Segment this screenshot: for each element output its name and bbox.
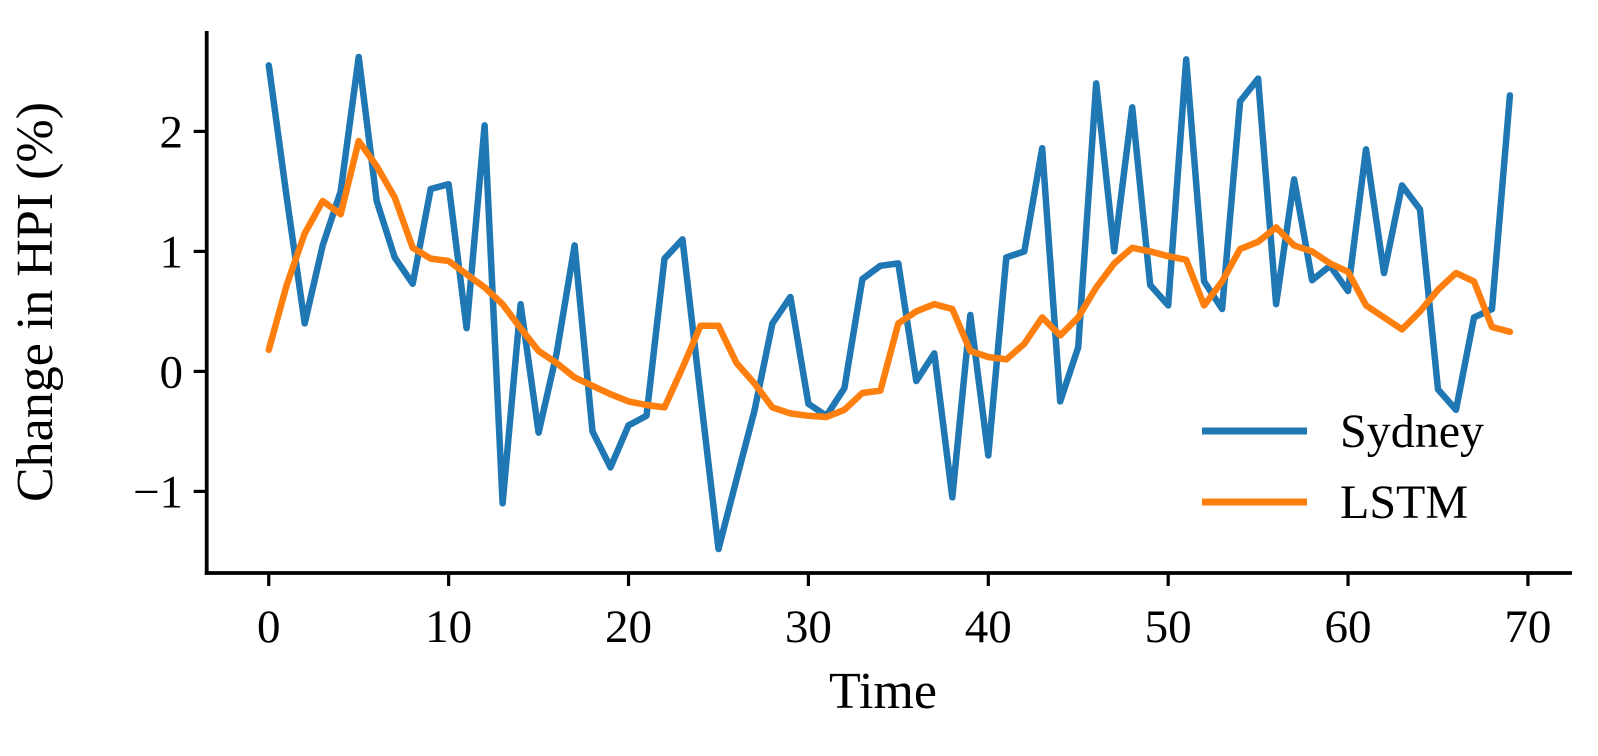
x-tick-label: 0 bbox=[257, 601, 281, 653]
x-tick-label: 40 bbox=[965, 601, 1012, 653]
x-tick-label: 70 bbox=[1504, 601, 1551, 653]
y-tick-label: 0 bbox=[160, 346, 184, 398]
legend-label-sydney: Sydney bbox=[1340, 405, 1484, 458]
x-axis-label: Time bbox=[829, 663, 937, 720]
y-tick-label: 2 bbox=[160, 106, 184, 158]
series-lines bbox=[265, 53, 1514, 553]
x-tick-label: 10 bbox=[425, 601, 472, 653]
y-tick-label: 1 bbox=[160, 226, 184, 278]
x-tick-label: 50 bbox=[1145, 601, 1192, 653]
y-axis-label: Change in HPI (%) bbox=[7, 102, 64, 502]
lstm-line bbox=[265, 137, 1514, 421]
y-axis-ticks: −1 0 1 2 bbox=[133, 106, 207, 518]
x-tick-label: 30 bbox=[785, 601, 832, 653]
x-axis-ticks: 0 10 20 30 40 50 60 70 bbox=[257, 573, 1551, 653]
legend: Sydney LSTM bbox=[1202, 405, 1484, 529]
x-tick-label: 20 bbox=[605, 601, 652, 653]
y-tick-label: −1 bbox=[133, 466, 183, 518]
x-tick-label: 60 bbox=[1325, 601, 1372, 653]
sydney-line bbox=[265, 53, 1514, 553]
legend-label-lstm: LSTM bbox=[1340, 476, 1468, 529]
